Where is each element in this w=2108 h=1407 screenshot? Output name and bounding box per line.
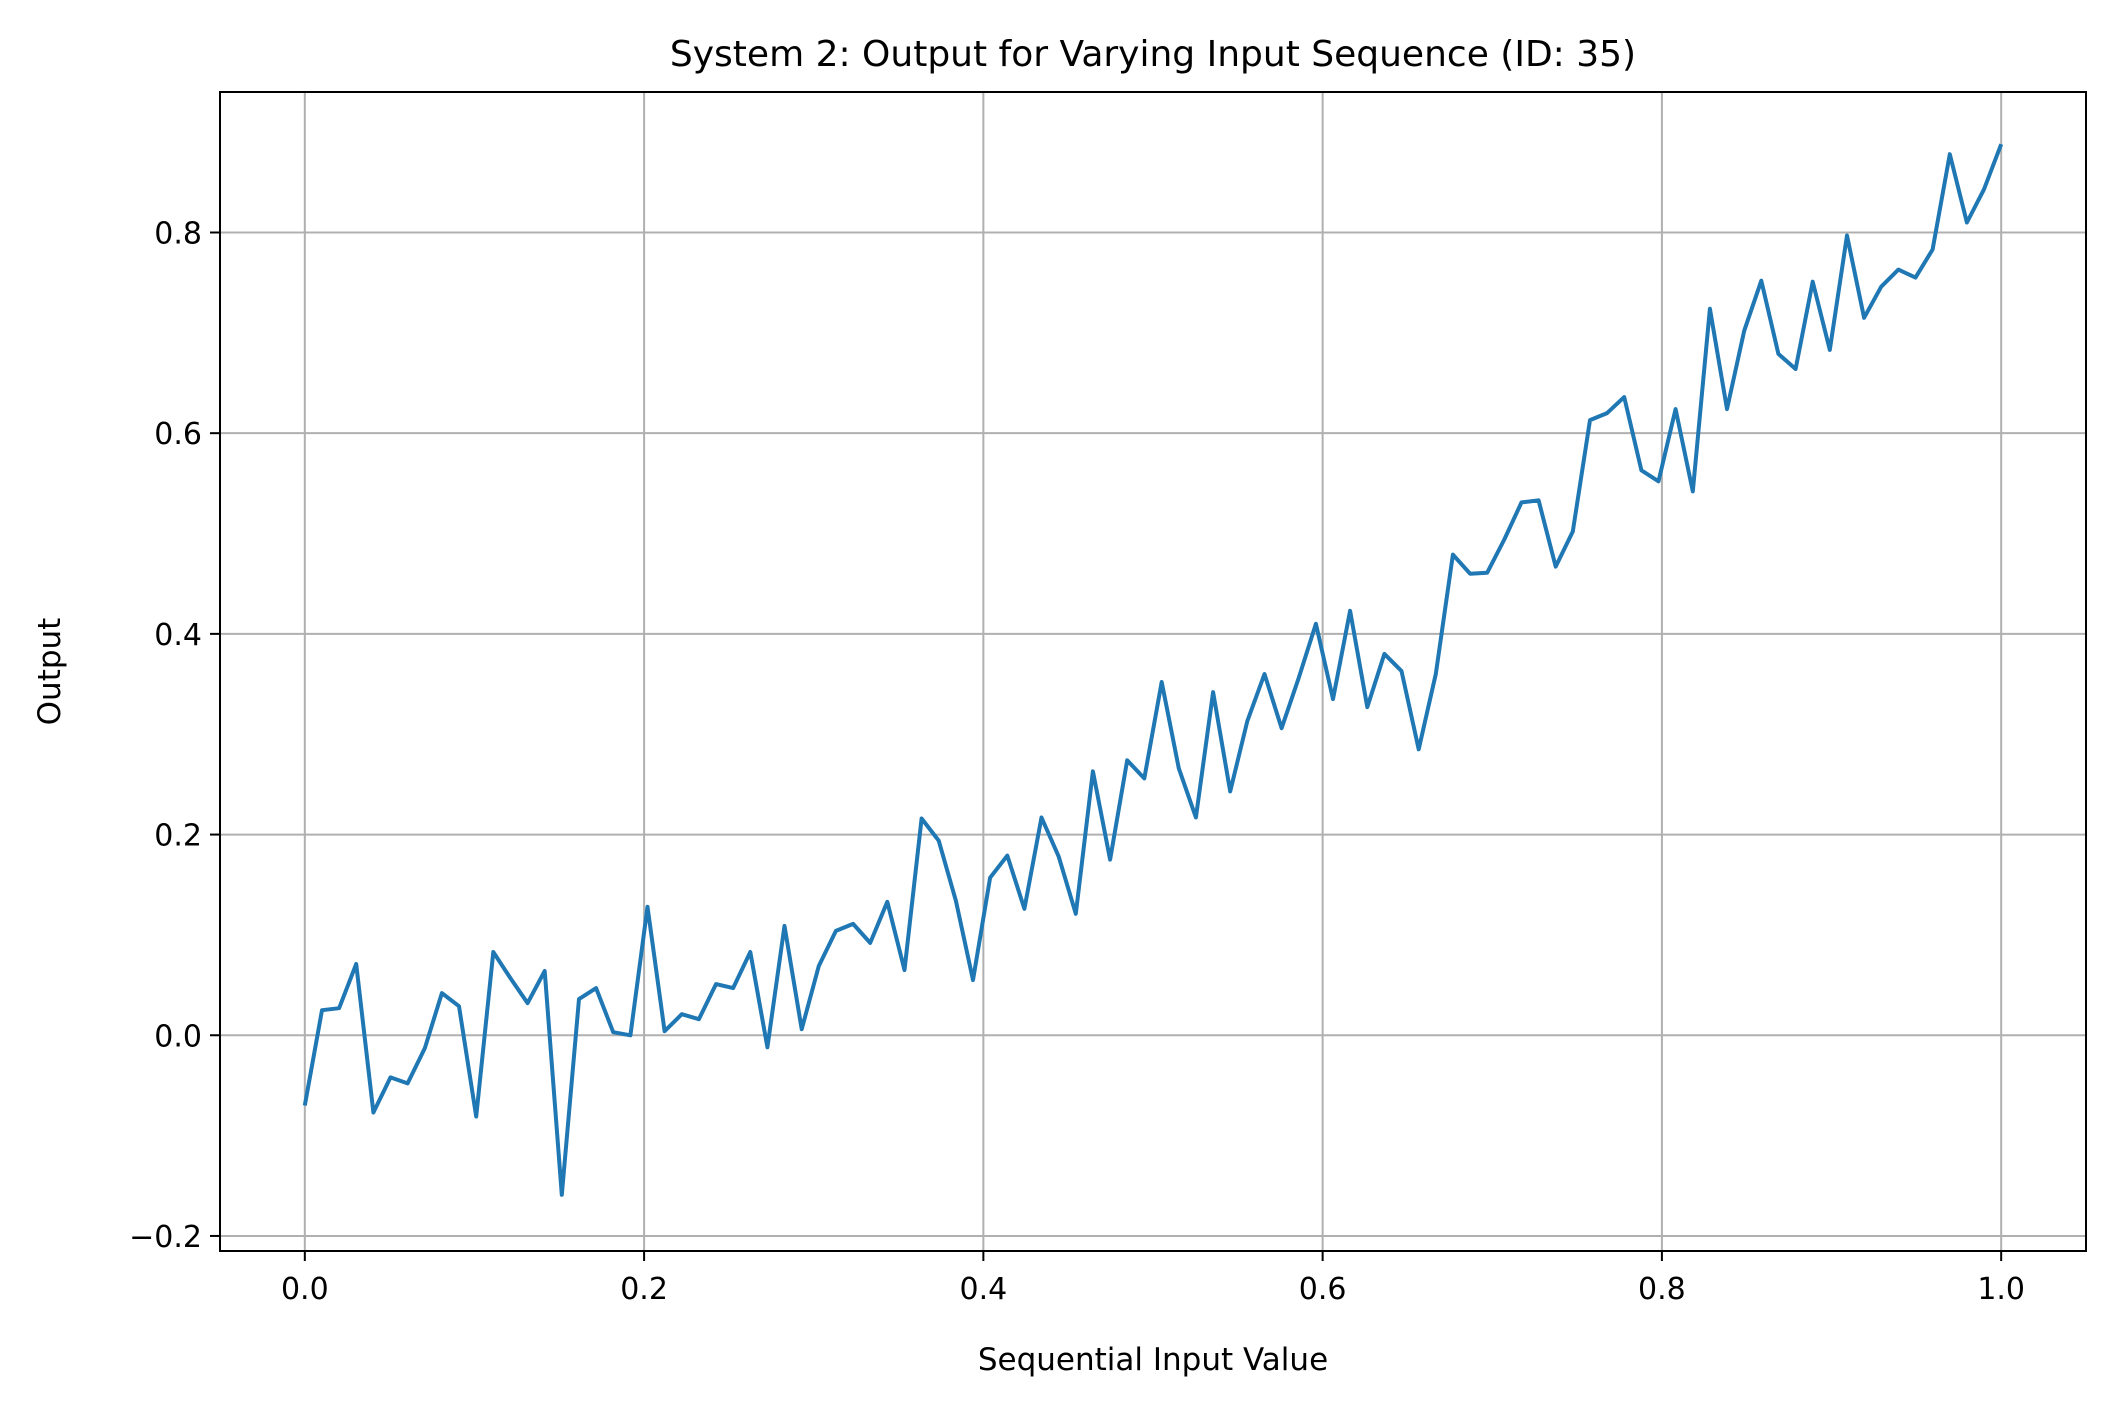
y-tick-label: 0.6 [154, 417, 202, 452]
x-tick-label: 0.4 [960, 1272, 1008, 1307]
x-tick-label: 0.0 [281, 1272, 329, 1307]
grid [220, 92, 2086, 1251]
series-line [302, 143, 2004, 1197]
x-tick-label: 0.6 [1299, 1272, 1347, 1307]
axis-ticks: 0.0 0.2 0.4 0.6 0.8 1.0 −0.2 0.0 0.2 0.4 0.6 0.8 [129, 216, 2025, 1307]
x-axis-label: Sequential Input Value [978, 1342, 1328, 1378]
plot-frame [219, 91, 2087, 1252]
y-tick-label: 0.0 [154, 1019, 202, 1054]
y-axis-label: Output [32, 618, 68, 726]
x-tick-label: 0.8 [1638, 1272, 1686, 1307]
series-layer [302, 143, 2004, 1197]
y-tick-label: −0.2 [129, 1220, 202, 1255]
y-tick-label: 0.4 [154, 618, 202, 653]
chart-title: System 2: Output for Varying Input Seque… [670, 34, 1636, 75]
y-tick-label: 0.2 [154, 819, 202, 854]
y-tick-label: 0.8 [154, 216, 202, 251]
x-tick-label: 0.2 [620, 1272, 668, 1307]
x-tick-label: 1.0 [1977, 1272, 2025, 1307]
